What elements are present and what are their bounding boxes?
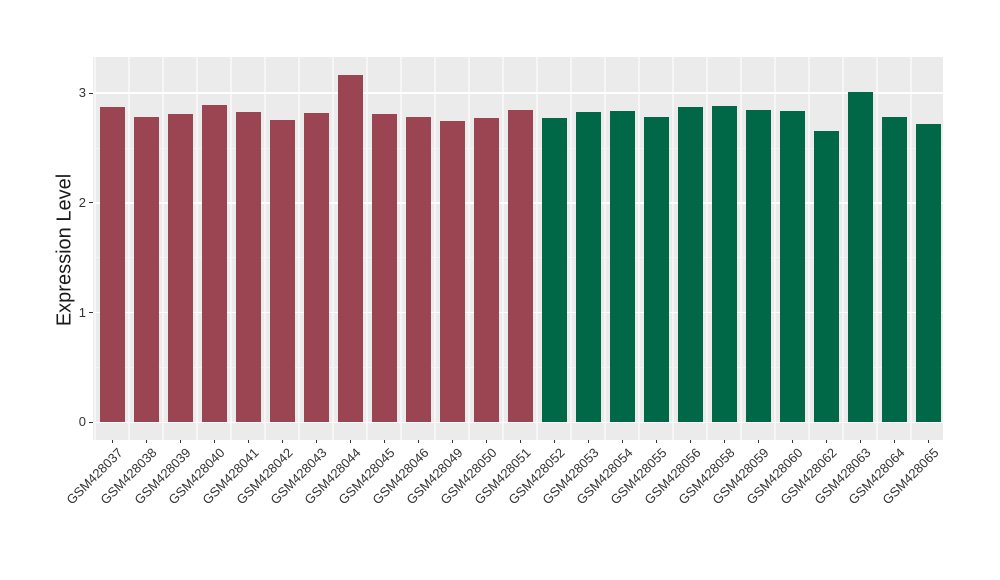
x-tick-mark xyxy=(894,440,895,443)
x-tick-mark xyxy=(384,440,385,443)
vertical-gridline xyxy=(366,57,368,440)
bar-GSM428039 xyxy=(167,114,193,423)
x-tick-mark xyxy=(350,440,351,443)
bar-GSM428059 xyxy=(745,109,771,423)
x-tick-mark xyxy=(656,440,657,443)
vertical-gridline xyxy=(400,57,402,440)
bar-GSM428054 xyxy=(609,110,635,423)
major-gridline xyxy=(93,92,943,94)
y-tick-mark xyxy=(89,312,93,314)
bar-GSM428060 xyxy=(779,110,805,423)
x-tick-mark xyxy=(622,440,623,443)
vertical-gridline xyxy=(128,57,130,440)
bar-GSM428052 xyxy=(541,118,567,423)
x-tick-mark xyxy=(928,440,929,443)
bar-GSM428040 xyxy=(201,105,227,423)
x-tick-mark xyxy=(180,440,181,443)
vertical-gridline xyxy=(94,57,96,440)
bar-GSM428058 xyxy=(711,106,737,423)
bar-GSM428038 xyxy=(133,117,159,423)
vertical-gridline xyxy=(570,57,572,440)
bar-GSM428063 xyxy=(847,92,873,423)
bar-GSM428062 xyxy=(813,130,839,423)
x-tick-mark xyxy=(554,440,555,443)
y-tick-label: 1 xyxy=(78,304,86,320)
bar-GSM428051 xyxy=(507,109,533,423)
x-tick-mark xyxy=(214,440,215,443)
x-tick-mark xyxy=(860,440,861,443)
x-tick-mark xyxy=(588,440,589,443)
bar-GSM428049 xyxy=(439,120,465,423)
bar-GSM428053 xyxy=(575,111,601,423)
vertical-gridline xyxy=(774,57,776,440)
x-tick-mark xyxy=(248,440,249,443)
x-tick-mark xyxy=(758,440,759,443)
vertical-gridline xyxy=(502,57,504,440)
bar-GSM428044 xyxy=(337,74,363,423)
bar-GSM428056 xyxy=(677,107,703,423)
y-tick-label: 0 xyxy=(78,414,86,430)
y-tick-label: 3 xyxy=(78,85,86,101)
vertical-gridline xyxy=(298,57,300,440)
bar-GSM428050 xyxy=(473,118,499,423)
y-tick-mark xyxy=(89,421,93,423)
x-tick-mark xyxy=(724,440,725,443)
vertical-gridline xyxy=(230,57,232,440)
x-tick-mark xyxy=(826,440,827,443)
x-tick-mark xyxy=(418,440,419,443)
vertical-gridline xyxy=(638,57,640,440)
vertical-gridline xyxy=(808,57,810,440)
bar-GSM428055 xyxy=(643,117,669,423)
vertical-gridline xyxy=(536,57,538,440)
vertical-gridline xyxy=(910,57,912,440)
x-tick-mark xyxy=(112,440,113,443)
vertical-gridline xyxy=(876,57,878,440)
vertical-gridline xyxy=(842,57,844,440)
x-tick-mark xyxy=(792,440,793,443)
x-tick-mark xyxy=(486,440,487,443)
vertical-gridline xyxy=(196,57,198,440)
vertical-gridline xyxy=(604,57,606,440)
x-tick-mark xyxy=(452,440,453,443)
x-tick-mark xyxy=(282,440,283,443)
vertical-gridline xyxy=(672,57,674,440)
vertical-gridline xyxy=(162,57,164,440)
bar-GSM428065 xyxy=(915,123,941,423)
bar-GSM428043 xyxy=(303,112,329,423)
bar-GSM428041 xyxy=(235,111,261,423)
y-tick-mark xyxy=(89,92,93,94)
vertical-gridline xyxy=(434,57,436,440)
y-tick-label: 2 xyxy=(78,194,86,210)
bar-GSM428037 xyxy=(99,107,125,423)
x-tick-mark xyxy=(316,440,317,443)
bar-GSM428064 xyxy=(881,117,907,423)
major-gridline xyxy=(93,421,943,424)
vertical-gridline xyxy=(706,57,708,440)
vertical-gridline xyxy=(740,57,742,440)
x-tick-mark xyxy=(146,440,147,443)
vertical-gridline xyxy=(468,57,470,440)
plot-panel xyxy=(93,57,943,440)
vertical-gridline xyxy=(332,57,334,440)
bar-GSM428042 xyxy=(269,119,295,423)
bar-GSM428046 xyxy=(405,117,431,423)
x-tick-mark xyxy=(690,440,691,443)
x-tick-mark xyxy=(520,440,521,443)
vertical-gridline xyxy=(264,57,266,440)
y-tick-mark xyxy=(89,202,93,204)
bar-GSM428045 xyxy=(371,114,397,423)
